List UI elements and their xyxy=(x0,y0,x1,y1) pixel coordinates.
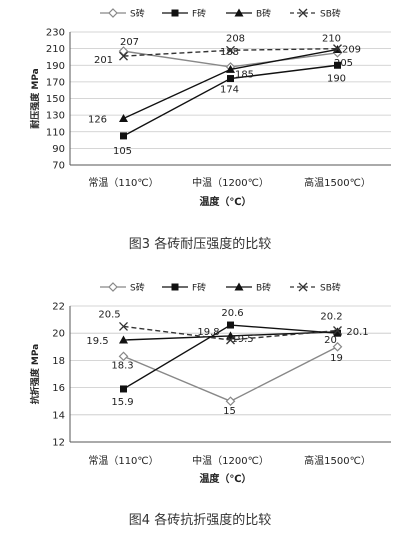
data-point xyxy=(119,321,128,331)
data-point xyxy=(227,321,234,329)
data-label: 19 xyxy=(330,353,343,364)
y-tick-label: 70 xyxy=(52,161,65,172)
data-label: 19.8 xyxy=(197,327,219,338)
x-axis-title: 温度（℃） xyxy=(199,472,251,485)
data-label: 174 xyxy=(220,85,239,96)
y-tick-label: 90 xyxy=(52,144,65,155)
y-tick-label: 210 xyxy=(46,44,65,55)
y-tick-label: 150 xyxy=(46,94,65,105)
legend-marker xyxy=(298,8,308,18)
y-tick-label: 12 xyxy=(52,438,65,449)
data-label: 210 xyxy=(322,34,341,45)
data-point xyxy=(332,341,343,352)
legend-entry: F砖 xyxy=(192,8,206,20)
y-tick-label: 18 xyxy=(52,356,65,367)
data-point xyxy=(119,113,128,122)
y-tick-label: 20 xyxy=(52,329,65,340)
figure-caption: 图3 各砖耐压强度的比较 xyxy=(129,236,271,252)
legend-entry: SB砖 xyxy=(320,282,341,294)
data-point xyxy=(120,132,127,140)
legend-entry: S砖 xyxy=(130,8,145,20)
data-label: 208 xyxy=(226,33,245,44)
data-point xyxy=(226,64,235,73)
legend-entry: B砖 xyxy=(256,8,271,20)
data-label: 201 xyxy=(94,55,113,66)
x-tick-label: 高温1500℃） xyxy=(304,176,371,189)
x-axis-title: 温度（℃） xyxy=(199,195,251,208)
legend-entry: S砖 xyxy=(130,282,145,294)
figure-caption: 图4 各砖抗折强度的比较 xyxy=(129,512,271,528)
data-label: 105 xyxy=(113,146,132,157)
legend-entry: F砖 xyxy=(192,282,206,294)
data-point xyxy=(118,46,129,56)
data-point xyxy=(226,45,235,55)
legend-marker xyxy=(108,282,118,292)
legend-marker xyxy=(234,282,244,291)
y-tick-label: 190 xyxy=(46,61,65,72)
data-point xyxy=(119,51,128,61)
x-tick-label: 高温1500℃） xyxy=(304,454,371,467)
data-label: 18.3 xyxy=(111,360,133,371)
data-label: 188 xyxy=(220,47,239,58)
legend-marker xyxy=(171,283,179,291)
data-point xyxy=(225,396,236,407)
data-label: 207 xyxy=(120,37,139,48)
chart-2: 12 14 16 18 20 22 常温（110℃） 中温（1200℃） 高温1500℃） 抗折强… xyxy=(29,282,391,528)
data-point xyxy=(119,335,128,344)
data-label: 20 xyxy=(324,335,337,346)
data-label: 20.1 xyxy=(346,327,368,338)
data-label: 185 xyxy=(235,69,254,80)
y-axis-title: 耐压强度 MPa xyxy=(29,68,41,129)
legend-marker xyxy=(108,8,118,18)
series-diamond-open: 18.3 15 19 xyxy=(111,341,343,417)
data-point xyxy=(333,44,342,54)
series-square: 105 174 190 xyxy=(113,61,346,157)
data-label: 205 xyxy=(334,58,353,69)
legend-marker xyxy=(234,8,244,17)
series-x: 201 208 210 xyxy=(94,33,342,66)
y-tick-label: 110 xyxy=(46,127,65,138)
data-label: 126 xyxy=(88,114,107,125)
data-label: 190 xyxy=(327,73,346,84)
data-label: 19.5 xyxy=(86,336,108,347)
data-point xyxy=(333,326,342,335)
legend-marker xyxy=(171,9,179,17)
data-label: 20.6 xyxy=(221,308,243,319)
data-point xyxy=(227,75,234,83)
legend-entry: SB砖 xyxy=(320,8,341,20)
series-x: 20.5 19.5 20.2 xyxy=(98,309,342,345)
y-tick-label: 170 xyxy=(46,77,65,88)
data-label: 20.2 xyxy=(320,311,342,322)
x-tick-label: 常温（110℃） xyxy=(88,176,158,189)
data-label: 20.5 xyxy=(98,309,120,320)
y-tick-label: 230 xyxy=(46,28,65,39)
x-tick-label: 常温（110℃） xyxy=(88,454,158,467)
x-tick-label: 中温（1200℃） xyxy=(192,454,269,467)
data-label: 19.5 xyxy=(231,334,253,345)
data-label: 15 xyxy=(223,406,236,417)
data-point xyxy=(118,351,129,362)
chart-1: 70 90 110 130 150 170 190 210 230 常温（110℃） 中温（1200… xyxy=(29,8,391,252)
series-line xyxy=(123,346,338,402)
legend: S砖 F砖 B砖 SB砖 xyxy=(100,8,341,20)
y-tick-label: 22 xyxy=(52,302,65,313)
y-tick-label: 16 xyxy=(52,383,65,394)
y-axis-title: 抗折强度 MPa xyxy=(29,344,41,405)
legend: S砖 F砖 B砖 SB砖 xyxy=(100,282,341,294)
y-tick-label: 130 xyxy=(46,111,65,122)
legend-marker xyxy=(298,282,308,292)
data-point xyxy=(334,61,341,69)
data-point xyxy=(120,385,127,393)
x-tick-label: 中温（1200℃） xyxy=(192,176,269,189)
data-point xyxy=(226,335,235,345)
data-label: 15.9 xyxy=(111,397,133,408)
y-tick-label: 14 xyxy=(52,410,65,421)
legend-entry: B砖 xyxy=(256,282,271,294)
series-square: 15.9 20.6 20 xyxy=(111,308,341,408)
data-label: 209 xyxy=(342,44,361,55)
